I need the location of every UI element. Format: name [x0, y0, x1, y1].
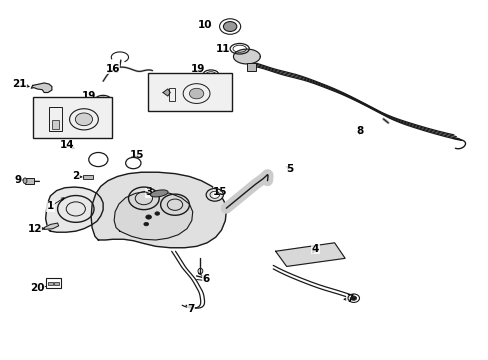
Text: 20: 20 [30, 283, 44, 293]
Bar [246, 63, 255, 71]
Polygon shape [275, 243, 345, 266]
Text: 5: 5 [286, 165, 293, 174]
Polygon shape [233, 49, 260, 64]
Polygon shape [45, 187, 103, 232]
Circle shape [143, 222, 148, 226]
Circle shape [155, 212, 160, 215]
Bar [49, 107, 62, 131]
Ellipse shape [150, 190, 168, 197]
Text: 18: 18 [40, 112, 54, 122]
Text: 3: 3 [145, 187, 152, 197]
Circle shape [350, 296, 356, 300]
Bar [52, 120, 59, 129]
Text: 16: 16 [105, 64, 120, 74]
Circle shape [75, 113, 92, 126]
Text: 2: 2 [72, 171, 79, 181]
Text: 4: 4 [311, 244, 319, 254]
Ellipse shape [23, 178, 27, 184]
Text: 11: 11 [215, 45, 230, 54]
Text: 13: 13 [158, 82, 172, 93]
Text: 15: 15 [213, 187, 227, 197]
Bar [54, 282, 59, 285]
Text: 7: 7 [187, 304, 194, 314]
Text: 15: 15 [129, 150, 143, 159]
Bar [147, 73, 231, 111]
Text: 21: 21 [12, 79, 26, 89]
Text: 19: 19 [190, 64, 204, 74]
Text: 14: 14 [60, 140, 74, 150]
Polygon shape [91, 172, 226, 248]
Bar [168, 87, 175, 100]
Text: 19: 19 [81, 91, 96, 101]
Polygon shape [44, 223, 59, 229]
Bar [48, 282, 53, 285]
Text: 8: 8 [355, 126, 363, 136]
Text: 10: 10 [198, 21, 212, 31]
Text: 1: 1 [47, 202, 54, 211]
Text: 6: 6 [202, 274, 209, 284]
Circle shape [145, 215, 151, 219]
Bar [45, 278, 61, 288]
Polygon shape [31, 83, 52, 93]
Text: 9: 9 [15, 175, 22, 185]
Bar [25, 178, 34, 184]
Text: 7: 7 [346, 294, 353, 304]
Circle shape [223, 22, 236, 31]
Circle shape [189, 88, 203, 99]
Bar [33, 97, 112, 138]
Bar [82, 175, 93, 179]
Polygon shape [163, 89, 170, 96]
Text: 12: 12 [27, 224, 42, 234]
Polygon shape [114, 191, 192, 240]
Text: 17: 17 [152, 101, 166, 111]
